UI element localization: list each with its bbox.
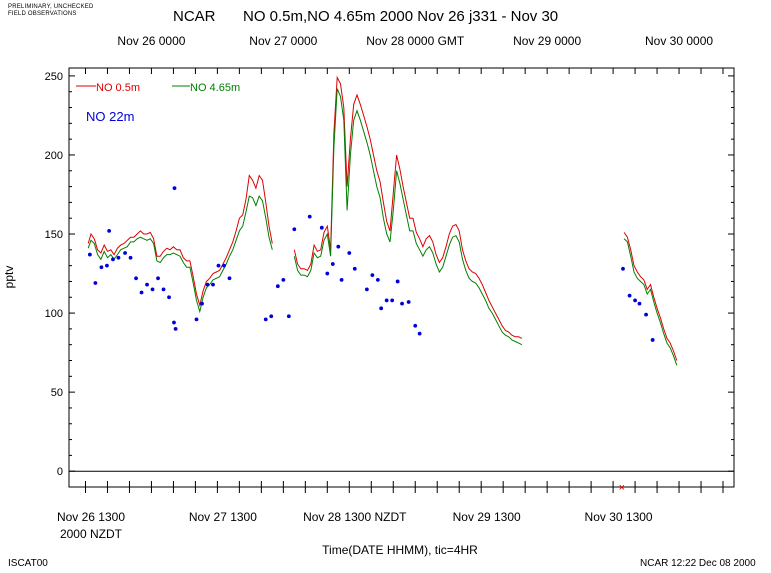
scatter-point bbox=[173, 326, 178, 331]
chart-title: NO 0.5m,NO 4.65m 2000 Nov 26 j331 - Nov … bbox=[243, 8, 559, 25]
label-layer: 0 50 100 150 200 250 Nov 26 0000 Nov 27 0000 Nov… bbox=[2, 34, 713, 557]
scatter-point bbox=[227, 276, 232, 281]
series-line bbox=[87, 174, 273, 308]
bottom-tick-sublabel: 2000 NZDT bbox=[60, 527, 123, 541]
scatter-point bbox=[637, 301, 642, 306]
series-line bbox=[623, 238, 678, 366]
scatter-point bbox=[400, 301, 404, 306]
scatter-point bbox=[336, 244, 341, 249]
scatter-point bbox=[167, 295, 171, 300]
x-axis-label: Time(DATE HHMM), tic=4HR bbox=[322, 543, 478, 557]
y-tick-label: 100 bbox=[45, 308, 63, 320]
scatter-point bbox=[134, 276, 138, 281]
scatter-point bbox=[325, 271, 330, 276]
top-tick-label: Nov 29 0000 bbox=[513, 34, 581, 48]
scatter-point bbox=[621, 266, 625, 271]
y-tick-label: 200 bbox=[45, 150, 63, 162]
scatter-point bbox=[650, 338, 655, 342]
scatter-point bbox=[375, 277, 380, 282]
footer-left: ISCAT00 bbox=[8, 558, 48, 569]
scatter-point bbox=[107, 228, 112, 233]
series-line bbox=[293, 75, 523, 339]
scatter-point bbox=[222, 263, 226, 268]
org-label: NCAR bbox=[173, 8, 216, 25]
scatter-point bbox=[172, 320, 176, 325]
scatter-point bbox=[150, 287, 155, 292]
scatter-point bbox=[319, 225, 324, 230]
scatter-point bbox=[128, 255, 133, 260]
scatter-point bbox=[263, 317, 268, 322]
scatter-point bbox=[413, 323, 418, 328]
scatter-point bbox=[281, 277, 286, 282]
scatter-point bbox=[194, 317, 199, 322]
scatter-point bbox=[417, 331, 422, 336]
legend-label-dots: NO 22m bbox=[86, 109, 134, 124]
bottom-tick-label: Nov 26 1300 bbox=[57, 510, 125, 524]
top-tick-label: Nov 26 0000 bbox=[117, 34, 185, 48]
scatter-layer bbox=[87, 186, 655, 342]
scatter-point bbox=[269, 314, 274, 319]
y-tick-label: 150 bbox=[45, 229, 63, 241]
scatter-point bbox=[93, 281, 98, 285]
scatter-point bbox=[87, 252, 92, 257]
top-tick-label: Nov 30 0000 bbox=[645, 34, 713, 48]
y-tick-label: 50 bbox=[51, 387, 63, 399]
scatter-point bbox=[292, 227, 297, 232]
notice-line-1: PRELIMINARY, UNCHECKED bbox=[8, 4, 94, 10]
series-line bbox=[623, 232, 678, 361]
plot-frame bbox=[68, 67, 735, 488]
scatter-point bbox=[633, 298, 637, 303]
scatter-point bbox=[395, 279, 400, 284]
scatter-point bbox=[644, 312, 648, 317]
scatter-point bbox=[105, 263, 109, 268]
y-tick-label: 0 bbox=[57, 466, 63, 478]
scatter-point bbox=[275, 284, 280, 289]
scatter-point bbox=[205, 282, 210, 287]
scatter-point bbox=[390, 298, 395, 303]
footer-right: NCAR 12:22 Dec 08 2000 bbox=[640, 558, 756, 569]
legend-label: NO 0.5m bbox=[96, 82, 140, 94]
bottom-tick-label: Nov 27 1300 bbox=[189, 510, 257, 524]
series-marker: × bbox=[619, 482, 625, 494]
scatter-point bbox=[384, 298, 389, 303]
scatter-point bbox=[111, 257, 115, 262]
notice-line-2: FIELD OBSERVATIONS bbox=[8, 11, 77, 17]
y-axis-label: pptv bbox=[2, 266, 16, 289]
top-tick-label: Nov 28 0000 GMT bbox=[366, 34, 465, 48]
scatter-point bbox=[364, 287, 369, 292]
bottom-tick-label: Nov 29 1300 bbox=[453, 510, 521, 524]
bottom-tick-label: Nov 30 1300 bbox=[585, 510, 653, 524]
scatter-point bbox=[172, 186, 177, 191]
scatter-point bbox=[352, 266, 357, 271]
scatter-point bbox=[211, 282, 215, 287]
notice-text: PRELIMINARY, UNCHECKED FIELD OBSERVATION… bbox=[8, 4, 94, 18]
legend-label: NO 4.65m bbox=[190, 82, 240, 94]
scatter-point bbox=[627, 293, 632, 298]
scatter-point bbox=[339, 277, 344, 282]
scatter-point bbox=[379, 306, 384, 311]
bottom-tick-label: Nov 28 1300 NZDT bbox=[303, 510, 407, 524]
scatter-point bbox=[99, 265, 104, 270]
scatter-point bbox=[139, 290, 144, 295]
series-layer bbox=[87, 75, 678, 366]
top-tick-label: Nov 27 0000 bbox=[249, 34, 317, 48]
scatter-point bbox=[200, 301, 204, 306]
grid-layer bbox=[69, 68, 734, 493]
scatter-point bbox=[156, 276, 160, 281]
scatter-point bbox=[161, 287, 166, 292]
series-line bbox=[87, 195, 273, 314]
scatter-point bbox=[307, 214, 312, 219]
scatter-point bbox=[145, 282, 149, 287]
scatter-point bbox=[286, 314, 291, 319]
scatter-point bbox=[370, 273, 375, 278]
scatter-point bbox=[406, 300, 411, 304]
y-tick-label: 250 bbox=[45, 71, 63, 83]
scatter-point bbox=[116, 255, 121, 260]
scatter-point bbox=[347, 251, 352, 255]
series-line bbox=[293, 88, 523, 346]
scatter-point bbox=[216, 263, 221, 268]
scatter-point bbox=[330, 262, 335, 266]
scatter-point bbox=[123, 251, 127, 255]
